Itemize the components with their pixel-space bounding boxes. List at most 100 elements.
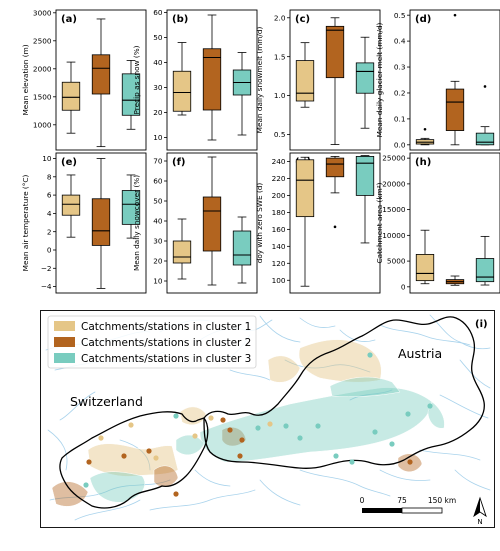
iqr-box (61, 81, 81, 111)
scale-bar: 0 75 150 km (360, 496, 456, 514)
y-tick-label: 20 (153, 108, 163, 117)
box-cluster-3 (232, 52, 252, 136)
y-tick-label: 1500 (33, 92, 52, 101)
iqr-box (91, 198, 111, 246)
y-tick-label: 15000 (382, 205, 406, 214)
iqr-box (202, 196, 222, 252)
legend-label-cluster-3: Catchments/stations in cluster 3 (81, 353, 251, 365)
boxplot-panel: −4 −2 0 2 4 6 8 10 Mean air temperature (°C) (e) (21, 152, 147, 294)
iqr-box (415, 253, 435, 282)
y-tick-label: 25000 (382, 154, 406, 163)
station-marker (315, 423, 321, 429)
country-borders (59, 316, 485, 509)
station-marker (146, 448, 152, 454)
iqr-box (121, 190, 141, 225)
station-marker (283, 423, 289, 429)
map-legend: Catchments/stations in cluster 1 Catchme… (47, 315, 257, 369)
y-tick-label: 0.4 (394, 37, 406, 46)
y-tick-label: 20 (153, 257, 163, 266)
catchments-cluster-1 (87, 339, 382, 477)
scale-bar-label-75: 75 (397, 496, 407, 505)
y-axis-label: Mean elevation (m) (21, 44, 30, 115)
country-label-switzerland: Switzerland (70, 394, 143, 409)
y-tick-label: 140 (272, 242, 286, 251)
iqr-box (172, 70, 192, 112)
outlier-point (453, 13, 457, 17)
box-cluster-2 (325, 155, 345, 229)
y-tick-label: 0 (47, 246, 52, 255)
y-tick-label: 160 (272, 225, 286, 234)
y-tick-label: 180 (272, 208, 286, 217)
station-marker (267, 421, 273, 427)
iqr-box (172, 240, 192, 264)
y-tick-label: 220 (272, 174, 286, 183)
y-tick-label: 50 (153, 197, 163, 206)
y-tick-label: 10 (42, 154, 52, 163)
box-cluster-3 (121, 60, 141, 130)
station-marker (372, 429, 378, 435)
station-marker (192, 433, 198, 439)
y-axis-label: Mean daily glacier melt (mm/d) (375, 22, 384, 137)
scale-bar-label-150: 150 km (428, 496, 456, 505)
box-cluster-2 (202, 14, 222, 141)
y-tick-label: 30 (153, 83, 163, 92)
y-tick-label: 40 (153, 217, 163, 226)
y-tick-label: 60 (153, 177, 163, 186)
outlier-point (423, 127, 427, 131)
country-label-austria: Austria (398, 346, 442, 361)
scale-bar-segment-2 (401, 507, 443, 514)
map-panel-label: (i) (475, 319, 488, 330)
iqr-box (355, 155, 375, 196)
box-cluster-2 (325, 17, 345, 145)
y-tick-label: 240 (272, 157, 286, 166)
iqr-box (121, 73, 141, 116)
legend-swatch-cluster-1 (54, 321, 75, 331)
station-marker (237, 453, 243, 459)
y-tick-label: 10 (153, 133, 163, 142)
boxplot-panel: 0.5 1.0 1.5 2.0 Mean daily snowmelt (mm/d) (c… (255, 9, 381, 151)
north-arrow-label: N (477, 518, 482, 526)
outlier-point (483, 85, 487, 88)
boxplot-panel: 1000 1500 2000 2500 3000 Mean elevation (m) (a… (21, 8, 147, 151)
station-marker (349, 459, 355, 465)
iqr-box (295, 159, 315, 218)
y-tick-label: 10000 (382, 231, 406, 240)
iqr-box (355, 62, 375, 94)
station-marker (405, 411, 411, 417)
y-tick-label: 5000 (387, 257, 406, 266)
y-tick-label: −4 (41, 282, 52, 291)
boxplot-panel: 100 120 140 160 180 200 220 240 doy with zero SW… (255, 152, 381, 294)
y-tick-label: 0.5 (274, 130, 286, 139)
y-tick-label: 0.3 (394, 63, 406, 72)
y-tick-label: −2 (41, 264, 52, 273)
box-cluster-1 (415, 229, 435, 285)
box-cluster-3 (121, 174, 141, 239)
y-axis-label: Mean daily snowcover (%) (132, 175, 141, 271)
y-tick-label: 2000 (33, 64, 52, 73)
station-marker (128, 422, 134, 428)
station-marker (333, 453, 339, 459)
legend-swatch-cluster-2 (54, 337, 75, 347)
panel-label: (e) (61, 157, 77, 168)
panel-label: (b) (172, 14, 188, 25)
legend-swatch-cluster-3 (54, 353, 75, 363)
box-cluster-3 (355, 155, 375, 244)
station-marker (208, 415, 214, 421)
outlier-point (333, 225, 337, 229)
y-tick-label: 4 (47, 209, 52, 218)
y-tick-label: 0 (401, 282, 406, 291)
boxplot-panel: 10 20 30 40 50 60 Precip as snow (%) (b) (132, 8, 258, 151)
box-cluster-2 (91, 158, 111, 289)
y-tick-label: 2.0 (274, 13, 286, 22)
legend-box (47, 315, 257, 369)
y-axis-label: Precip as snow (%) (132, 45, 141, 114)
box-cluster-1 (172, 218, 192, 280)
legend-label-cluster-1: Catchments/stations in cluster 1 (81, 321, 251, 333)
panel-label: (h) (415, 157, 431, 168)
iqr-box (61, 194, 81, 216)
box-cluster-2 (202, 156, 222, 286)
y-tick-label: 200 (272, 191, 286, 200)
austria-border (203, 316, 485, 469)
